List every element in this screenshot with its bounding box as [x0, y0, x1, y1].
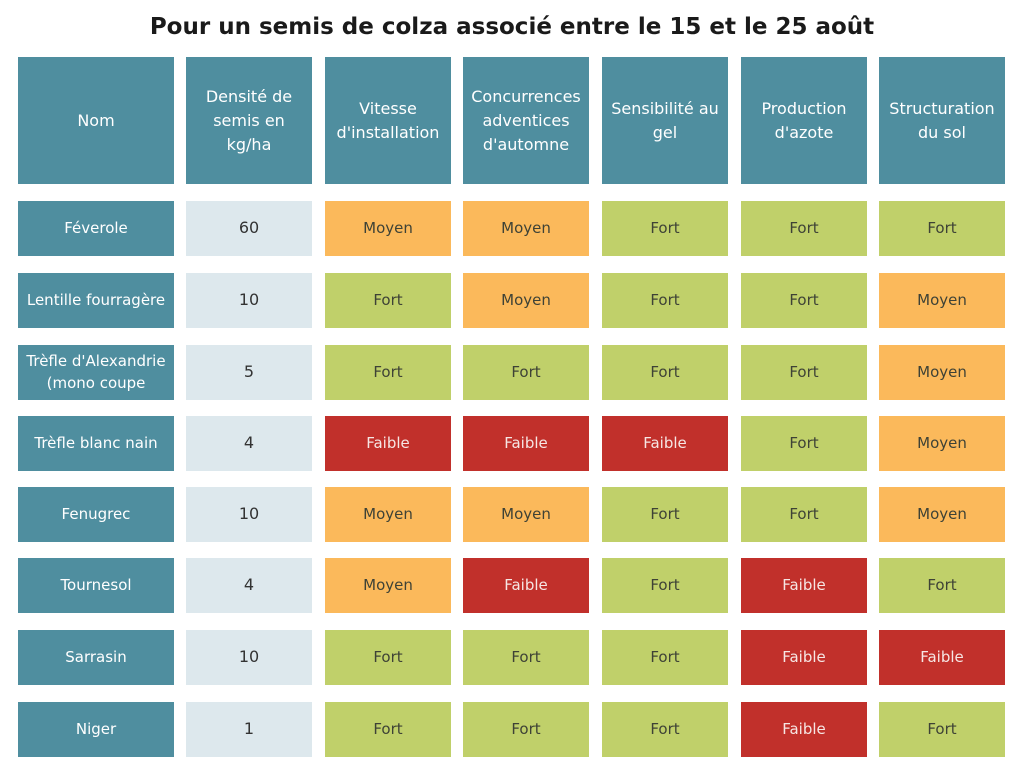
header-concurrences: Concurrences adventices d'automne — [463, 57, 589, 184]
rating-cell: Moyen — [463, 273, 589, 328]
rating-cell: Fort — [879, 558, 1005, 613]
rating-cell: Fort — [602, 273, 728, 328]
rating-cell: Fort — [741, 201, 867, 256]
row-density: 10 — [186, 630, 312, 685]
rating-cell: Moyen — [463, 201, 589, 256]
page-title: Pour un semis de colza associé entre le … — [149, 14, 875, 40]
row-name: Lentille fourragère — [18, 273, 174, 328]
rating-cell: Moyen — [325, 558, 451, 613]
row-name: Trèfle blanc nain — [18, 416, 174, 471]
rating-cell: Faible — [879, 630, 1005, 685]
row-density: 60 — [186, 201, 312, 256]
row-density: 5 — [186, 345, 312, 400]
row-density: 10 — [186, 487, 312, 542]
header-vitesse: Vitesse d'installation — [325, 57, 451, 184]
rating-cell: Faible — [741, 702, 867, 757]
rating-cell: Moyen — [879, 345, 1005, 400]
rating-cell: Faible — [741, 558, 867, 613]
rating-cell: Fort — [602, 201, 728, 256]
row-name: Féverole — [18, 201, 174, 256]
row-name: Sarrasin — [18, 630, 174, 685]
rating-cell: Faible — [463, 416, 589, 471]
rating-cell: Fort — [602, 487, 728, 542]
rating-cell: Fort — [602, 558, 728, 613]
rating-cell: Fort — [325, 345, 451, 400]
header-sensibilite: Sensibilité au gel — [602, 57, 728, 184]
rating-cell: Fort — [463, 702, 589, 757]
row-name: Trèfle d'Alexandrie (mono coupe — [18, 345, 174, 400]
rating-cell: Fort — [879, 201, 1005, 256]
rating-cell: Fort — [602, 630, 728, 685]
rating-cell: Moyen — [325, 487, 451, 542]
row-name: Tournesol — [18, 558, 174, 613]
row-name: Niger — [18, 702, 174, 757]
rating-cell: Fort — [325, 273, 451, 328]
rating-cell: Fort — [325, 630, 451, 685]
rating-cell: Fort — [602, 345, 728, 400]
rating-cell: Moyen — [325, 201, 451, 256]
rating-cell: Faible — [741, 630, 867, 685]
rating-cell: Moyen — [879, 273, 1005, 328]
rating-cell: Faible — [325, 416, 451, 471]
header-densite: Densité de semis en kg/ha — [186, 57, 312, 184]
rating-cell: Fort — [463, 345, 589, 400]
rating-cell: Faible — [602, 416, 728, 471]
rating-cell: Fort — [879, 702, 1005, 757]
rating-cell: Fort — [741, 273, 867, 328]
row-density: 10 — [186, 273, 312, 328]
rating-cell: Faible — [463, 558, 589, 613]
header-production: Production d'azote — [741, 57, 867, 184]
rating-cell: Fort — [325, 702, 451, 757]
row-density: 4 — [186, 558, 312, 613]
row-density: 1 — [186, 702, 312, 757]
rating-cell: Moyen — [879, 416, 1005, 471]
header-nom: Nom — [18, 57, 174, 184]
row-name: Fenugrec — [18, 487, 174, 542]
header-structuration: Structuration du sol — [879, 57, 1005, 184]
rating-cell: Fort — [741, 416, 867, 471]
rating-cell: Fort — [741, 487, 867, 542]
rating-cell: Fort — [602, 702, 728, 757]
rating-cell: Moyen — [463, 487, 589, 542]
rating-cell: Moyen — [879, 487, 1005, 542]
row-density: 4 — [186, 416, 312, 471]
rating-cell: Fort — [463, 630, 589, 685]
rating-cell: Fort — [741, 345, 867, 400]
